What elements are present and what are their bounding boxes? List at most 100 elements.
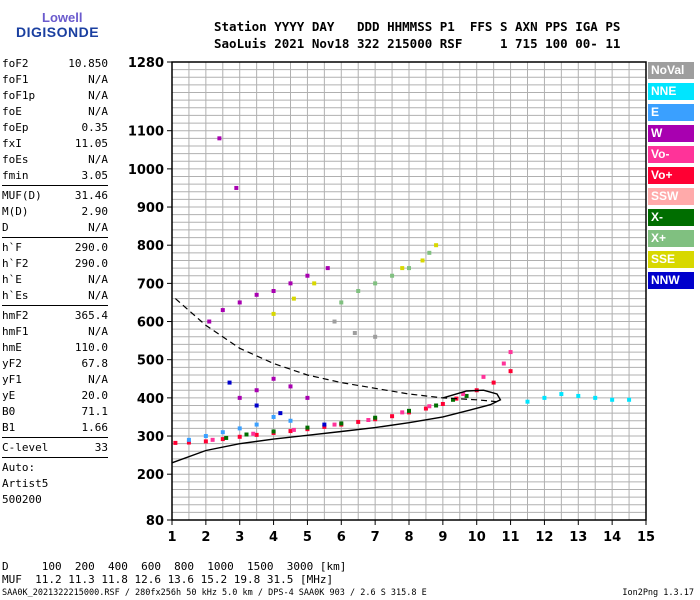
parameter-panel: foF2 10.850 foF1 N/A foF1p N/A foE N/A foEp 0.35 f… xyxy=(2,56,108,508)
param-label: hmE xyxy=(2,341,22,354)
data-point xyxy=(542,395,547,400)
param-label: h`E xyxy=(2,273,22,286)
data-point xyxy=(251,431,256,436)
param-row: hmF1 N/A xyxy=(2,324,108,340)
data-point xyxy=(373,281,378,286)
legend-item: NoVal xyxy=(648,62,694,79)
data-point xyxy=(461,392,466,397)
legend-item: NNE xyxy=(648,83,694,100)
data-point xyxy=(254,292,259,297)
data-point xyxy=(525,399,530,404)
param-row: yF1 N/A xyxy=(2,372,108,388)
param-separator xyxy=(2,305,108,306)
param-value: N/A xyxy=(88,89,108,102)
data-point xyxy=(234,185,239,190)
data-point xyxy=(220,308,225,313)
data-point xyxy=(508,350,513,355)
param-row: foF2 10.850 xyxy=(2,56,108,72)
x-tick-label: 9 xyxy=(438,530,447,545)
data-point xyxy=(288,429,293,434)
y-tick-label: 600 xyxy=(137,316,164,331)
data-point xyxy=(237,434,242,439)
x-tick-label: 4 xyxy=(269,530,278,545)
param-separator xyxy=(2,237,108,238)
param-label: foEs xyxy=(2,153,29,166)
param-row: foEp 0.35 xyxy=(2,120,108,136)
param-value: N/A xyxy=(88,373,108,386)
param-label: h`F2 xyxy=(2,257,29,270)
param-label: B1 xyxy=(2,421,16,434)
y-tick-label: 1100 xyxy=(128,125,164,140)
legend-item: Vo+ xyxy=(648,167,694,184)
param-separator xyxy=(2,185,108,186)
x-tick-label: 2 xyxy=(201,530,210,545)
data-point xyxy=(339,300,344,305)
muf-dashed-curve xyxy=(175,298,498,403)
data-point xyxy=(224,435,229,440)
data-point xyxy=(271,289,276,293)
y-tick-label: 700 xyxy=(137,277,164,292)
data-point xyxy=(254,388,259,393)
param-label: D xyxy=(2,221,9,234)
data-point xyxy=(325,266,330,271)
data-point xyxy=(244,432,249,437)
param-label: fmin xyxy=(2,169,29,182)
data-point xyxy=(173,440,178,445)
data-point xyxy=(610,397,615,402)
muf-row: MUF 11.2 11.3 11.8 12.6 13.6 15.2 19.8 3… xyxy=(2,573,334,586)
x-tick-label: 12 xyxy=(535,530,553,545)
param-label: foEp xyxy=(2,121,29,134)
param-text: Artist5 xyxy=(2,477,49,490)
param-row: h`Es N/A xyxy=(2,288,108,304)
data-point xyxy=(390,414,395,419)
data-point xyxy=(593,395,598,400)
data-point xyxy=(464,393,469,398)
param-label: h`Es xyxy=(2,289,29,302)
x-tick-label: 15 xyxy=(637,530,655,545)
param-row: C-level 33 xyxy=(2,440,108,456)
data-point xyxy=(237,300,242,305)
data-point xyxy=(227,380,232,385)
y-tick-label: 200 xyxy=(137,468,164,483)
data-point xyxy=(291,427,296,432)
param-row: M(D) 2.90 xyxy=(2,204,108,220)
param-value: 3.05 xyxy=(81,169,109,182)
data-point xyxy=(407,266,411,271)
legend-item: X+ xyxy=(648,230,694,247)
param-label: yF2 xyxy=(2,357,22,370)
param-row: foE N/A xyxy=(2,104,108,120)
x-tick-label: 10 xyxy=(468,530,486,545)
param-label: M(D) xyxy=(2,205,29,218)
x-tick-label: 7 xyxy=(371,530,380,545)
legend-item: SSW xyxy=(648,188,694,205)
data-point xyxy=(423,406,428,411)
data-point xyxy=(220,430,225,435)
data-point xyxy=(288,384,293,389)
data-point xyxy=(508,369,513,374)
data-point xyxy=(420,258,425,263)
param-label: MUF(D) xyxy=(2,189,42,202)
x-tick-label: 3 xyxy=(235,530,244,545)
data-point xyxy=(427,250,432,255)
x-tick-label: 13 xyxy=(569,530,587,545)
version-label: Ion2Png 1.3.17 xyxy=(622,588,694,598)
param-label: B0 xyxy=(2,405,16,418)
param-label: foF1p xyxy=(2,89,36,102)
data-point xyxy=(305,395,310,400)
data-point xyxy=(356,289,361,293)
data-point xyxy=(627,397,632,402)
param-row: yF2 67.8 xyxy=(2,356,108,372)
y-tick-label: 900 xyxy=(137,201,164,216)
data-point xyxy=(390,273,395,278)
y-tick-label: 500 xyxy=(137,354,164,369)
param-row: yE 20.0 xyxy=(2,388,108,404)
data-point xyxy=(400,266,405,271)
param-value: 33 xyxy=(94,441,108,454)
param-value: N/A xyxy=(88,153,108,166)
param-label: hmF2 xyxy=(2,309,29,322)
param-row: B0 71.1 xyxy=(2,404,108,420)
param-row: h`F2 290.0 xyxy=(2,256,108,272)
data-point xyxy=(576,393,581,398)
profile-curve xyxy=(171,389,502,464)
